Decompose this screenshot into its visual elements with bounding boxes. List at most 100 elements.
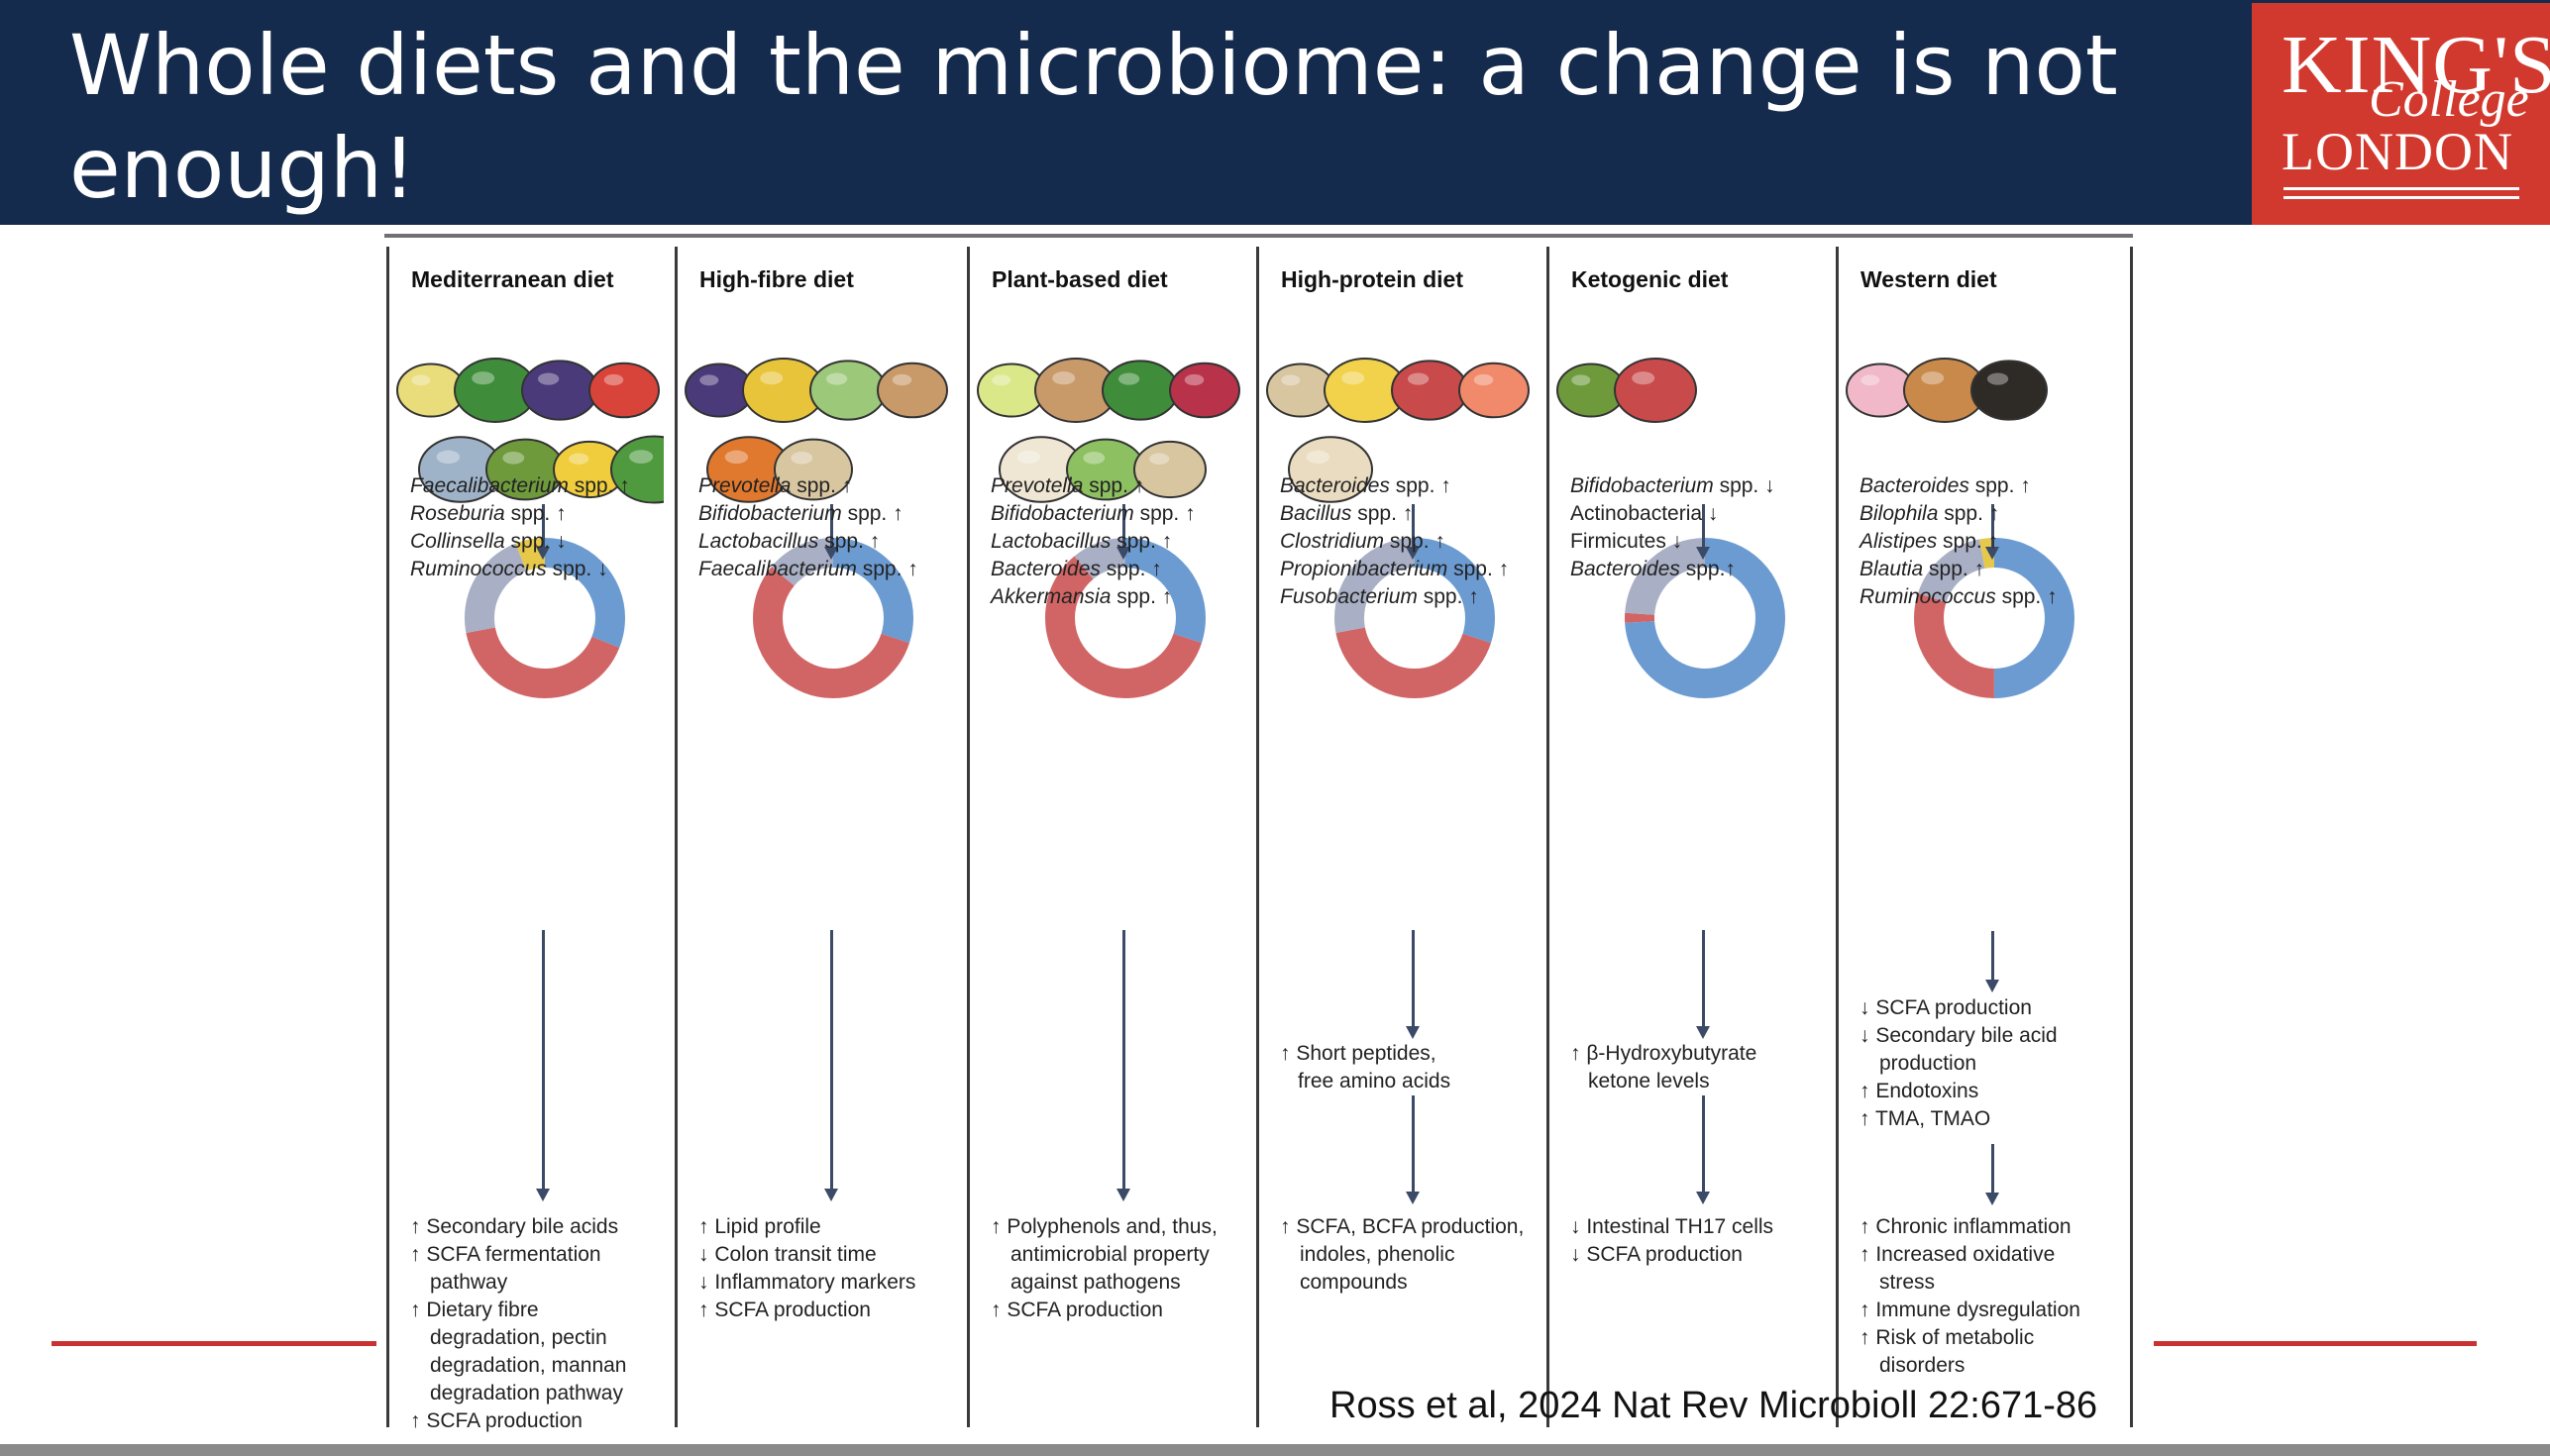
microbe-list: Faecalibacterium spp. ↑ Roseburia spp. ↑ C… — [410, 472, 630, 583]
microbe-change: spp. ↑ — [568, 474, 630, 497]
microbe-change: spp. ↑ — [1133, 502, 1196, 525]
down-arrow-icon — [1406, 504, 1420, 560]
banana-icon — [553, 440, 626, 499]
microbe-item: Fusobacterium spp. ↑ — [1280, 583, 1509, 611]
microbe-change: spp. ↓ — [1713, 474, 1775, 497]
microbe-change: spp. ↑ — [1417, 585, 1479, 608]
accent-line-right — [2154, 1341, 2477, 1346]
microbe-change: spp. ↑ — [818, 530, 881, 553]
microbe-item: Lactobacillus spp. ↑ — [991, 528, 1196, 556]
metabolite-list: ↑ β-Hydroxybutyrate ketone levels — [1570, 1040, 1756, 1095]
arrow-shaft — [1122, 504, 1125, 550]
arrow-head — [824, 1189, 838, 1201]
microbe-change: spp.↑ — [1679, 558, 1736, 580]
arrow-head — [1406, 1026, 1420, 1039]
arrow-shaft — [542, 504, 545, 550]
microbe-item: Bifidobacterium spp. ↓ — [1570, 472, 1775, 500]
microbe-change: spp. ↑ — [1968, 474, 2031, 497]
food-illustration — [1556, 358, 1697, 423]
donut-segment-red — [753, 538, 913, 698]
donut-segment-grey — [465, 538, 625, 698]
outcome-item: ↑ Lipid profile — [698, 1215, 821, 1238]
microbe-change: spp. ↑ — [1100, 558, 1162, 580]
down-arrow-icon — [1696, 1095, 1710, 1204]
arrow-shaft — [830, 504, 833, 550]
microbe-list: Prevotella spp. ↑ Bifidobacterium spp. ↑ L… — [698, 472, 918, 583]
microbe-change: spp. ↑ — [1995, 585, 2058, 608]
microbe-change: spp. ↑ — [1937, 530, 1999, 553]
down-arrow-icon — [824, 930, 838, 1201]
microbe-item: Blautia spp. ↑ — [1859, 556, 2058, 583]
arrow-shaft — [1991, 504, 1994, 550]
logo-rule — [2284, 187, 2519, 190]
outcome-list: ↑ Lipid profile ↓ Colon transit time ↓ Inf… — [698, 1213, 946, 1324]
down-arrow-icon — [1116, 504, 1130, 560]
microbe-list: Bacteroides spp. ↑ Bilophila spp. ↑ Alisti… — [1859, 472, 2058, 611]
down-arrow-icon — [536, 504, 550, 560]
arrow-shaft — [1702, 1095, 1705, 1195]
arrow-shaft — [1991, 1144, 1994, 1196]
microbe-item: Prevotella spp. ↑ — [991, 472, 1196, 500]
microbe-item: Bacteroides spp. ↑ — [991, 556, 1196, 583]
arrow-head — [1985, 1193, 1999, 1205]
arrow-head — [536, 547, 550, 560]
microbe-name: Fusobacterium — [1280, 585, 1418, 608]
microbe-change: spp. ↑ — [1351, 502, 1414, 525]
microbe-name: Prevotella — [698, 474, 792, 497]
microbe-item: Faecalibacterium spp. ↑ — [698, 556, 918, 583]
microbe-item: Collinsella spp. ↓ — [410, 528, 630, 556]
steak-icon — [1391, 360, 1468, 421]
arrow-head — [1696, 1192, 1710, 1204]
burger-icon — [1903, 358, 1986, 423]
microbe-item: Propionibacterium spp. ↑ — [1280, 556, 1509, 583]
fish-icon — [418, 436, 503, 503]
accent-line-left — [52, 1341, 376, 1346]
arrow-shaft — [1702, 504, 1705, 550]
arrow-shaft — [542, 930, 545, 1192]
microbe-name: Bacteroides — [1570, 558, 1680, 580]
microbe-change: spp. ↑ — [1111, 585, 1173, 608]
down-arrow-icon — [536, 930, 550, 1201]
diet-title: Plant-based diet — [992, 266, 1168, 292]
outcome-item: ↑ Risk of metabolic disorders — [1859, 1326, 2035, 1377]
donut-segment-red — [1914, 538, 2074, 698]
lettuce-icon — [610, 435, 664, 504]
microbe-list: Bifidobacterium spp. ↓ Actinobacteria ↓ Fi… — [1570, 472, 1775, 583]
microbe-name: Blautia — [1859, 558, 1924, 580]
column-divider — [386, 247, 389, 1427]
microbe-item: Bacteroides spp.↑ — [1570, 556, 1775, 583]
title-bar: Whole diets and the microbiome: a change… — [0, 0, 2550, 225]
microbe-name: Bacteroides — [1280, 474, 1390, 497]
outcome-item: ↓ Inflammatory markers — [698, 1271, 916, 1294]
logo-line-2: College — [2369, 71, 2529, 128]
microbe-change: spp. ↓ — [504, 530, 567, 553]
microbe-list: Prevotella spp. ↑ Bifidobacterium spp. ↑ L… — [991, 472, 1196, 611]
column-divider — [675, 247, 678, 1427]
microbe-change: spp. ↑ — [1389, 474, 1451, 497]
outcome-item: ↑ Dietary fibre degradation, pectin degr… — [410, 1299, 627, 1404]
juice-glass-icon — [977, 363, 1046, 418]
cabbage-icon — [809, 360, 887, 421]
carrot-icon — [706, 436, 792, 503]
microbe-item: Firmicutes ↓ — [1570, 528, 1775, 556]
beet-icon — [1169, 362, 1240, 419]
microbe-name: Faecalibacterium — [698, 558, 857, 580]
column-divider — [1836, 247, 1839, 1427]
diet-title: Western diet — [1860, 266, 1997, 292]
metabolite-item: free amino acids — [1298, 1070, 1451, 1092]
slide-title: Whole diets and the microbiome: a change… — [69, 17, 2118, 217]
down-arrow-icon — [1985, 1144, 1999, 1205]
food-illustration — [977, 358, 1240, 503]
arrow-head — [1406, 1192, 1420, 1204]
food-illustration — [1266, 358, 1530, 503]
diet-title: High-fibre diet — [699, 266, 854, 292]
microbe-name: Ruminococcus — [410, 558, 547, 580]
microbe-change: spp. ↑ — [1111, 530, 1173, 553]
arrow-shaft — [1122, 930, 1125, 1192]
microbe-name: Propionibacterium — [1280, 558, 1448, 580]
down-arrow-icon — [1985, 504, 1999, 560]
microbe-item: Bacillus spp. ↑ — [1280, 500, 1509, 528]
microbe-change: spp. ↑ — [791, 474, 853, 497]
outcome-item: ↑ SCFA production — [991, 1299, 1163, 1321]
arrow-shaft — [1702, 930, 1705, 1029]
